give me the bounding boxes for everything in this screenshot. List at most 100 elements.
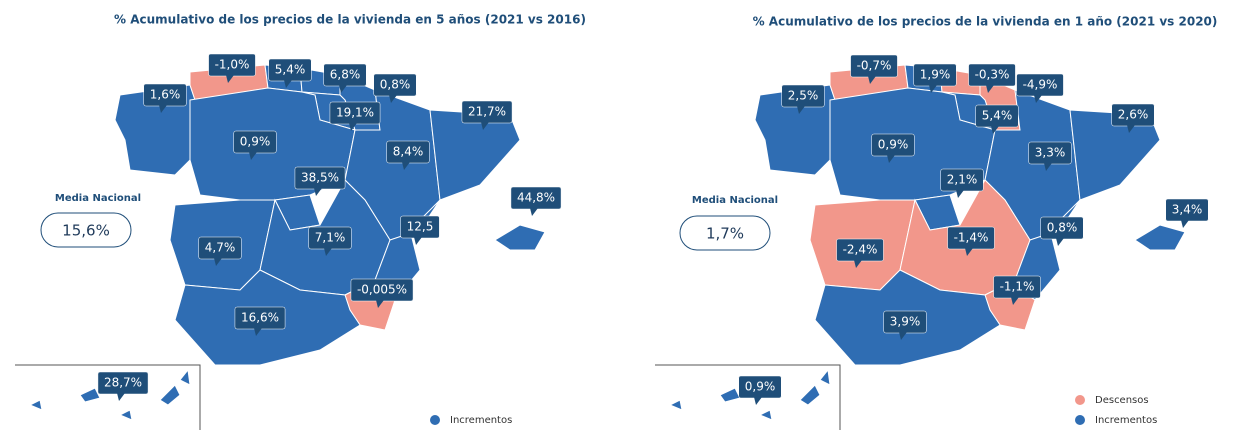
callout-pointer xyxy=(929,85,937,93)
region-label: 38,5% xyxy=(301,171,339,185)
region xyxy=(159,384,181,406)
national-box xyxy=(40,212,132,248)
national-value: 15,6% xyxy=(62,222,110,240)
map-title: % Acumulativo de los precios de la vivie… xyxy=(753,15,1218,29)
region xyxy=(79,387,101,403)
region xyxy=(668,399,683,411)
callout-pointer xyxy=(339,85,347,93)
callout-pointer xyxy=(530,208,538,216)
map: % Acumulativo de los precios de la vivie… xyxy=(655,15,1218,430)
region xyxy=(1134,224,1186,251)
region-label: 7,1% xyxy=(315,231,346,245)
callout-pointer xyxy=(854,260,862,268)
map: % Acumulativo de los precios de la vivie… xyxy=(15,13,586,430)
callout-pointer xyxy=(481,122,489,130)
region xyxy=(429,109,521,201)
region-label: 0,9% xyxy=(240,135,271,149)
region-label: 2,5% xyxy=(788,89,819,103)
callout-pointer xyxy=(349,123,357,131)
callout-pointer xyxy=(797,106,805,114)
region-label: 0,8% xyxy=(1047,221,1078,235)
callout-pointer xyxy=(1011,297,1019,305)
region-label: 2,6% xyxy=(1118,108,1149,122)
callout-pointer xyxy=(254,328,262,336)
callout-pointer xyxy=(159,105,167,113)
region-label: -2,4% xyxy=(843,243,878,257)
region-label: -4,9% xyxy=(1023,78,1058,92)
callout-pointer xyxy=(899,332,907,340)
callout-pointer xyxy=(389,95,397,103)
region-label: 12,5 xyxy=(407,220,434,234)
region-label: 6,8% xyxy=(330,68,361,82)
region-label: -0,7% xyxy=(857,59,892,73)
callout-pointer xyxy=(887,155,895,163)
region-label: 2,1% xyxy=(947,173,978,187)
region-label: 8,4% xyxy=(393,145,424,159)
callout-pointer xyxy=(314,188,322,196)
national-box xyxy=(679,215,771,251)
legend-label: Descensos xyxy=(1095,395,1149,406)
callout-pointer xyxy=(754,397,762,405)
region xyxy=(799,384,821,406)
region-label: 0,8% xyxy=(380,78,411,92)
canarias-frame xyxy=(15,364,201,430)
callout-pointer xyxy=(868,76,876,84)
legend-swatch xyxy=(430,415,440,425)
region-label: 0,9% xyxy=(745,380,776,394)
region xyxy=(819,368,831,386)
national-label: Media Nacional xyxy=(692,195,778,206)
callout-pointer xyxy=(324,248,332,256)
region-label: 16,6% xyxy=(241,311,279,325)
region xyxy=(28,399,43,411)
region-label: -1,0% xyxy=(215,58,250,72)
legend-label: Incrementos xyxy=(1095,415,1157,426)
canarias-frame xyxy=(655,364,841,430)
callout-pointer xyxy=(956,190,964,198)
region xyxy=(118,409,133,421)
region xyxy=(758,409,773,421)
callout-pointer xyxy=(1056,238,1064,246)
region xyxy=(719,387,741,403)
region-label: -0,005% xyxy=(357,283,407,297)
callout-pointer xyxy=(1127,125,1135,133)
callout-pointer xyxy=(214,258,222,266)
legend-label: Incrementos xyxy=(450,415,512,426)
region-label: -0,3% xyxy=(975,68,1010,82)
region-label: 21,7% xyxy=(468,105,506,119)
callout-pointer xyxy=(249,152,257,160)
callout-pointer xyxy=(991,126,999,134)
region-label: 4,7% xyxy=(205,241,236,255)
callout-pointer xyxy=(402,162,410,170)
callout-pointer xyxy=(226,75,234,83)
region-label: 5,4% xyxy=(275,63,306,77)
callout-pointer xyxy=(376,300,384,308)
callout-pointer xyxy=(986,85,994,93)
callout-pointer xyxy=(414,237,422,245)
region xyxy=(494,224,546,251)
region-label: 1,6% xyxy=(150,88,181,102)
region-label: 28,7% xyxy=(104,376,142,390)
region-label: 0,9% xyxy=(878,138,909,152)
legend-swatch xyxy=(1075,415,1085,425)
region-label: 3,4% xyxy=(1172,203,1203,217)
callout-pointer xyxy=(965,248,973,256)
callout-pointer xyxy=(1044,163,1052,171)
region xyxy=(179,368,191,386)
region-label: 3,9% xyxy=(890,315,921,329)
region-label: -1,1% xyxy=(1000,280,1035,294)
national-value: 1,7% xyxy=(706,225,744,243)
legend-swatch xyxy=(1075,395,1085,405)
region-label: -1,4% xyxy=(954,231,989,245)
national-label: Media Nacional xyxy=(55,193,141,204)
callout-pointer xyxy=(117,393,125,401)
region-label: 19,1% xyxy=(336,106,374,120)
region-label: 1,9% xyxy=(920,68,951,82)
region-label: 3,3% xyxy=(1035,146,1066,160)
callout-pointer xyxy=(284,80,292,88)
region-label: 5,4% xyxy=(982,109,1013,123)
map-title: % Acumulativo de los precios de la vivie… xyxy=(114,13,586,27)
callout-pointer xyxy=(1181,220,1189,228)
callout-pointer xyxy=(1034,95,1042,103)
region-label: 44,8% xyxy=(517,191,555,205)
